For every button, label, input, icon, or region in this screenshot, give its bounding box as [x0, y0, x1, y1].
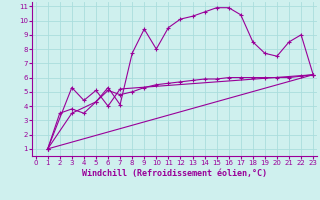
X-axis label: Windchill (Refroidissement éolien,°C): Windchill (Refroidissement éolien,°C): [82, 169, 267, 178]
